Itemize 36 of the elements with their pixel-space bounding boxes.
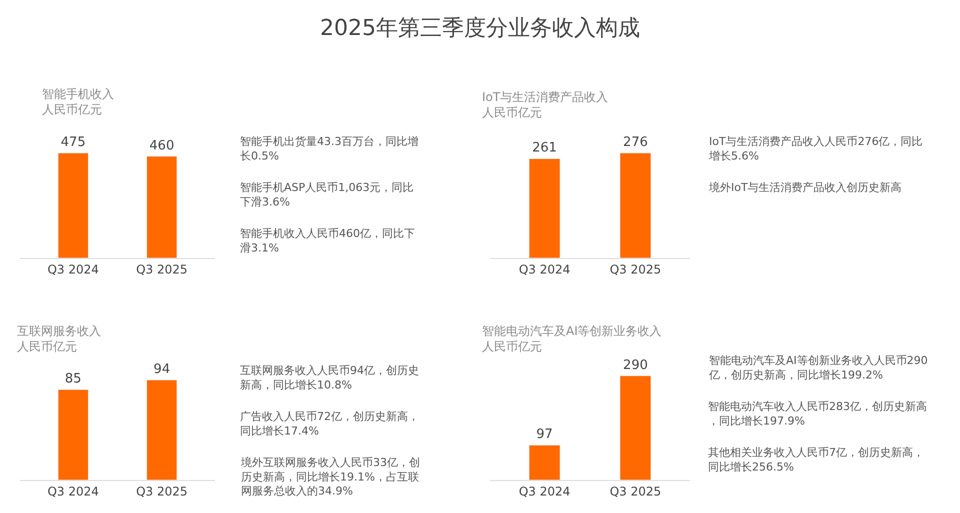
data-label: 261 bbox=[532, 140, 557, 156]
x-tick-label: Q3 2024 bbox=[47, 484, 99, 498]
chart-subtitle: 人民币亿元 bbox=[482, 340, 542, 354]
text: 智能手机ASP人民币1,063元，同比下滑3.6% bbox=[240, 181, 414, 208]
chart-title: 智能电动汽车及AI等创新业务收入 bbox=[482, 324, 662, 338]
text: 广告收入人民币72亿，创历史新高，同比增长17.4% bbox=[240, 410, 419, 438]
data-label: 85 bbox=[64, 372, 82, 387]
x-tick-label: Q3 2025 bbox=[136, 484, 188, 498]
chart-title: IoT与生活消费产品收入 bbox=[482, 90, 608, 104]
x-tick-label: Q3 2025 bbox=[610, 484, 662, 498]
chart-subtitle: 人民币亿元 bbox=[17, 340, 77, 354]
text: 境外IoT与生活消费产品收入创历史新高 bbox=[708, 181, 902, 194]
text: 智能电动汽车收入人民币283亿，创历史新高，同比增长197.9% bbox=[708, 400, 927, 428]
text: 其他相关业务收入人民币7亿，创历史新高，同比增长256.5% bbox=[708, 446, 924, 474]
chart-title: 互联网服务收入 bbox=[17, 324, 101, 338]
text: 智能手机收入人民币460亿，同比下滑3.1% bbox=[240, 227, 415, 254]
x-tick-label: Q3 2025 bbox=[136, 262, 188, 276]
data-label: 97 bbox=[536, 427, 553, 442]
chart-subtitle: 人民币亿元 bbox=[482, 106, 542, 120]
data-label: 94 bbox=[154, 362, 170, 377]
x-tick-label: Q3 2024 bbox=[47, 262, 99, 276]
x-tick-label: Q3 2025 bbox=[610, 262, 662, 276]
text: 互联网服务收入人民币94亿，创历史新高，同比增长10.8% bbox=[240, 364, 419, 392]
text: IoT与生活消费产品收入人民币276亿，同比增长5.6% bbox=[708, 135, 923, 162]
data-label: 290 bbox=[623, 358, 648, 373]
text: 智能手机出货量43.3百万台，同比增长0.5% bbox=[240, 135, 418, 162]
text: 智能电动汽车及AI等创新业务收入人民币290亿，创历史新高，同比增长199.2% bbox=[708, 354, 928, 382]
chart-title: 智能手机收入 bbox=[42, 87, 114, 101]
text: 境外互联网服务收入人民币33亿，创历史新高，同比增长19.1%，占互联网服务总收入的34.9% bbox=[240, 456, 420, 498]
data-label: 276 bbox=[623, 135, 648, 150]
x-tick-label: Q3 2024 bbox=[518, 262, 570, 276]
x-tick-label: Q3 2024 bbox=[518, 484, 570, 498]
data-label: 460 bbox=[149, 138, 174, 154]
data-label: 475 bbox=[60, 135, 86, 150]
text: 2025年第三季度分业务收入构成 bbox=[320, 16, 640, 41]
chart-subtitle: 人民币亿元 bbox=[42, 102, 102, 117]
